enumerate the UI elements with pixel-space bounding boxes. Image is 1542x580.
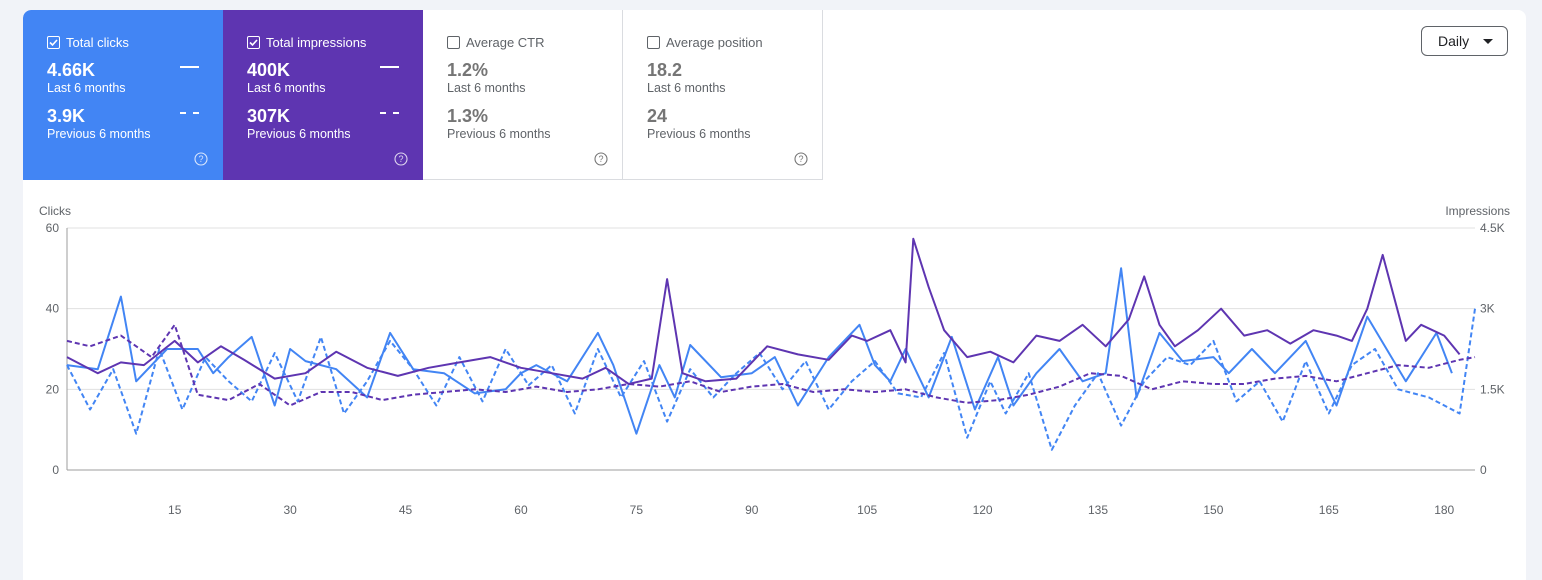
y-right-tick-label: 1.5K	[1480, 382, 1505, 396]
previous-value: 1.3%	[447, 106, 489, 126]
x-tick-label: 45	[399, 503, 413, 517]
y-left-axis-title: Clicks	[39, 204, 71, 218]
chart-grid	[66, 227, 1475, 471]
y-right-tick-label: 4.5K	[1480, 221, 1505, 235]
card-label: Total clicks	[66, 34, 129, 50]
y-right-tick-label: 0	[1480, 463, 1487, 477]
x-tick-label: 105	[857, 503, 877, 517]
current-value: 1.2%	[447, 60, 489, 80]
current-period: Last 6 months	[47, 81, 126, 95]
current-value: 400K	[247, 60, 291, 80]
svg-text:?: ?	[198, 154, 203, 164]
checkbox-checked-icon[interactable]	[247, 35, 260, 49]
checkbox-unchecked-icon[interactable]	[647, 35, 660, 49]
help-icon[interactable]: ?	[194, 152, 208, 166]
card-label: Average position	[666, 34, 763, 50]
x-tick-label: 165	[1319, 503, 1339, 517]
checkbox-checked-icon[interactable]	[47, 35, 60, 49]
current-value: 4.66K	[47, 60, 96, 80]
previous-period: Previous 6 months	[47, 127, 151, 141]
x-tick-label: 150	[1203, 503, 1223, 517]
current-period: Last 6 months	[447, 81, 526, 95]
checkbox-unchecked-icon[interactable]	[447, 35, 460, 49]
chevron-down-icon	[1483, 39, 1493, 44]
card-average-position[interactable]: Average position 18.2 Last 6 months 24 P…	[623, 10, 823, 180]
performance-panel: Total clicks 4.66K Last 6 months 3.9K Pr…	[23, 10, 1526, 580]
granularity-selected-value: Daily	[1438, 33, 1470, 49]
legend-solid-line-icon	[380, 66, 399, 68]
y-left-tick-label: 40	[46, 302, 60, 316]
granularity-select[interactable]: Daily	[1421, 26, 1508, 56]
help-icon[interactable]: ?	[394, 152, 408, 166]
previous-period: Previous 6 months	[647, 127, 751, 141]
x-tick-label: 15	[168, 503, 182, 517]
previous-period: Previous 6 months	[247, 127, 351, 141]
legend-dashed-line-icon	[180, 112, 199, 114]
y-left-tick-label: 20	[46, 382, 60, 396]
series-line-total-impressions-solid	[66, 237, 1461, 385]
metric-cards: Total clicks 4.66K Last 6 months 3.9K Pr…	[23, 10, 823, 180]
card-label: Total impressions	[266, 34, 367, 50]
card-average-ctr[interactable]: Average CTR 1.2% Last 6 months 1.3% Prev…	[423, 10, 623, 180]
previous-value: 307K	[247, 106, 291, 126]
previous-period: Previous 6 months	[447, 127, 551, 141]
card-label: Average CTR	[466, 34, 545, 50]
series-line-total-impressions-dashed	[66, 323, 1476, 407]
card-total-clicks[interactable]: Total clicks 4.66K Last 6 months 3.9K Pr…	[23, 10, 223, 180]
svg-text:?: ?	[398, 154, 403, 164]
card-average-position-header: Average position	[647, 34, 822, 50]
y-right-axis-title: Impressions	[1445, 204, 1510, 218]
legend-dashed-line-icon	[380, 112, 399, 114]
chart-axes: Clicks Impressions 0 0 20 1.5K 40 3K 60 4.5K 15 3…	[39, 204, 1510, 517]
chart-series	[66, 237, 1476, 451]
x-tick-label: 90	[745, 503, 759, 517]
current-period: Last 6 months	[647, 81, 726, 95]
x-tick-label: 180	[1434, 503, 1454, 517]
previous-value: 3.9K	[47, 106, 86, 126]
help-icon[interactable]: ?	[794, 152, 808, 166]
card-average-ctr-header: Average CTR	[447, 34, 622, 50]
series-line-total-clicks-dashed	[66, 308, 1476, 451]
x-tick-label: 60	[514, 503, 528, 517]
previous-value: 24	[647, 106, 668, 126]
y-left-tick-label: 0	[52, 463, 59, 477]
y-right-tick-label: 3K	[1480, 302, 1495, 316]
card-total-impressions[interactable]: Total impressions 400K Last 6 months 307…	[223, 10, 423, 180]
help-icon[interactable]: ?	[594, 152, 608, 166]
card-total-clicks-header: Total clicks	[47, 34, 223, 50]
x-tick-label: 135	[1088, 503, 1108, 517]
card-total-impressions-header: Total impressions	[247, 34, 423, 50]
series-line-total-clicks-solid	[66, 267, 1453, 435]
current-period: Last 6 months	[247, 81, 326, 95]
current-value: 18.2	[647, 60, 683, 80]
x-tick-label: 30	[283, 503, 297, 517]
svg-text:?: ?	[598, 154, 603, 164]
x-tick-label: 75	[630, 503, 644, 517]
legend-solid-line-icon	[180, 66, 199, 68]
y-left-tick-label: 60	[46, 221, 60, 235]
svg-text:?: ?	[798, 154, 803, 164]
x-tick-label: 120	[973, 503, 993, 517]
